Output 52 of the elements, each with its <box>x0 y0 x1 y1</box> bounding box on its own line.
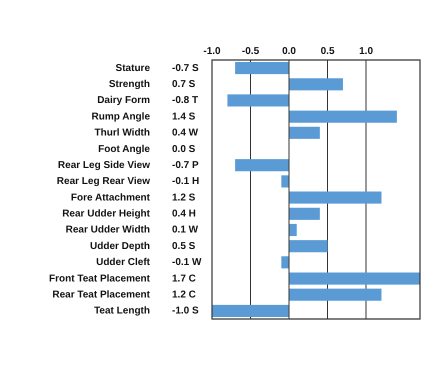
bar <box>227 94 289 107</box>
data-label: 0.4 W <box>172 128 199 139</box>
data-label: 1.2 S <box>172 192 196 204</box>
data-label: 0.1 W <box>172 224 199 236</box>
y-tick-label: Udder Depth <box>90 240 150 252</box>
data-label: -0.1 W <box>172 257 202 268</box>
data-label: 0.4 H <box>172 208 196 220</box>
y-tick-label: Front Teat Placement <box>49 273 151 284</box>
data-label: -0.8 T <box>172 95 198 106</box>
x-tick-label: 1.0 <box>359 46 374 57</box>
bar <box>290 78 343 90</box>
x-tick-label: -1.0 <box>203 46 222 57</box>
bar <box>290 288 382 301</box>
data-label: 1.4 S <box>172 111 196 122</box>
y-tick-label: Strength <box>108 79 150 90</box>
data-label: -1.0 S <box>172 306 200 317</box>
bar <box>290 272 420 285</box>
bar <box>235 159 289 172</box>
x-tick-label: -0.5 <box>242 46 260 57</box>
y-tick-label: Udder Cleft <box>96 257 151 268</box>
x-tick-label: 0.0 <box>282 46 296 57</box>
y-tick-label: Rear Leg Side View <box>58 160 150 171</box>
bar <box>290 208 320 220</box>
y-tick-label: Rear Leg Rear View <box>56 176 150 188</box>
data-label: 0.7 S <box>172 79 196 90</box>
y-tick-label: Stature <box>116 62 150 74</box>
y-tick-label: Fore Attachment <box>70 192 151 204</box>
bar <box>290 192 382 204</box>
x-tick-label: 0.5 <box>320 46 335 57</box>
y-tick-label: Rump Angle <box>91 111 150 122</box>
data-label: -0.7 S <box>172 62 200 74</box>
bar <box>290 224 297 236</box>
bar <box>281 175 289 188</box>
y-tick-label: Rear Udder Height <box>62 208 151 220</box>
data-label: 0.5 S <box>172 240 196 252</box>
bar <box>281 256 289 268</box>
bar <box>290 110 397 123</box>
y-tick-label: Rear Udder Width <box>66 224 150 236</box>
y-tick-label: Teat Length <box>94 306 150 317</box>
y-tick-label: Thurl Width <box>94 128 150 139</box>
y-tick-label: Foot Angle <box>98 144 150 155</box>
data-label: 1.7 C <box>172 273 196 284</box>
bar <box>212 304 289 317</box>
data-label: -0.1 H <box>172 176 200 188</box>
y-tick-label: Rear Teat Placement <box>52 289 151 300</box>
bar <box>290 126 320 139</box>
bar <box>235 62 289 74</box>
y-tick-label: Dairy Form <box>97 95 150 106</box>
data-label: 1.2 C <box>172 289 196 300</box>
data-label: 0.0 S <box>172 144 196 155</box>
bar <box>290 240 328 252</box>
data-label: -0.7 P <box>172 160 200 171</box>
